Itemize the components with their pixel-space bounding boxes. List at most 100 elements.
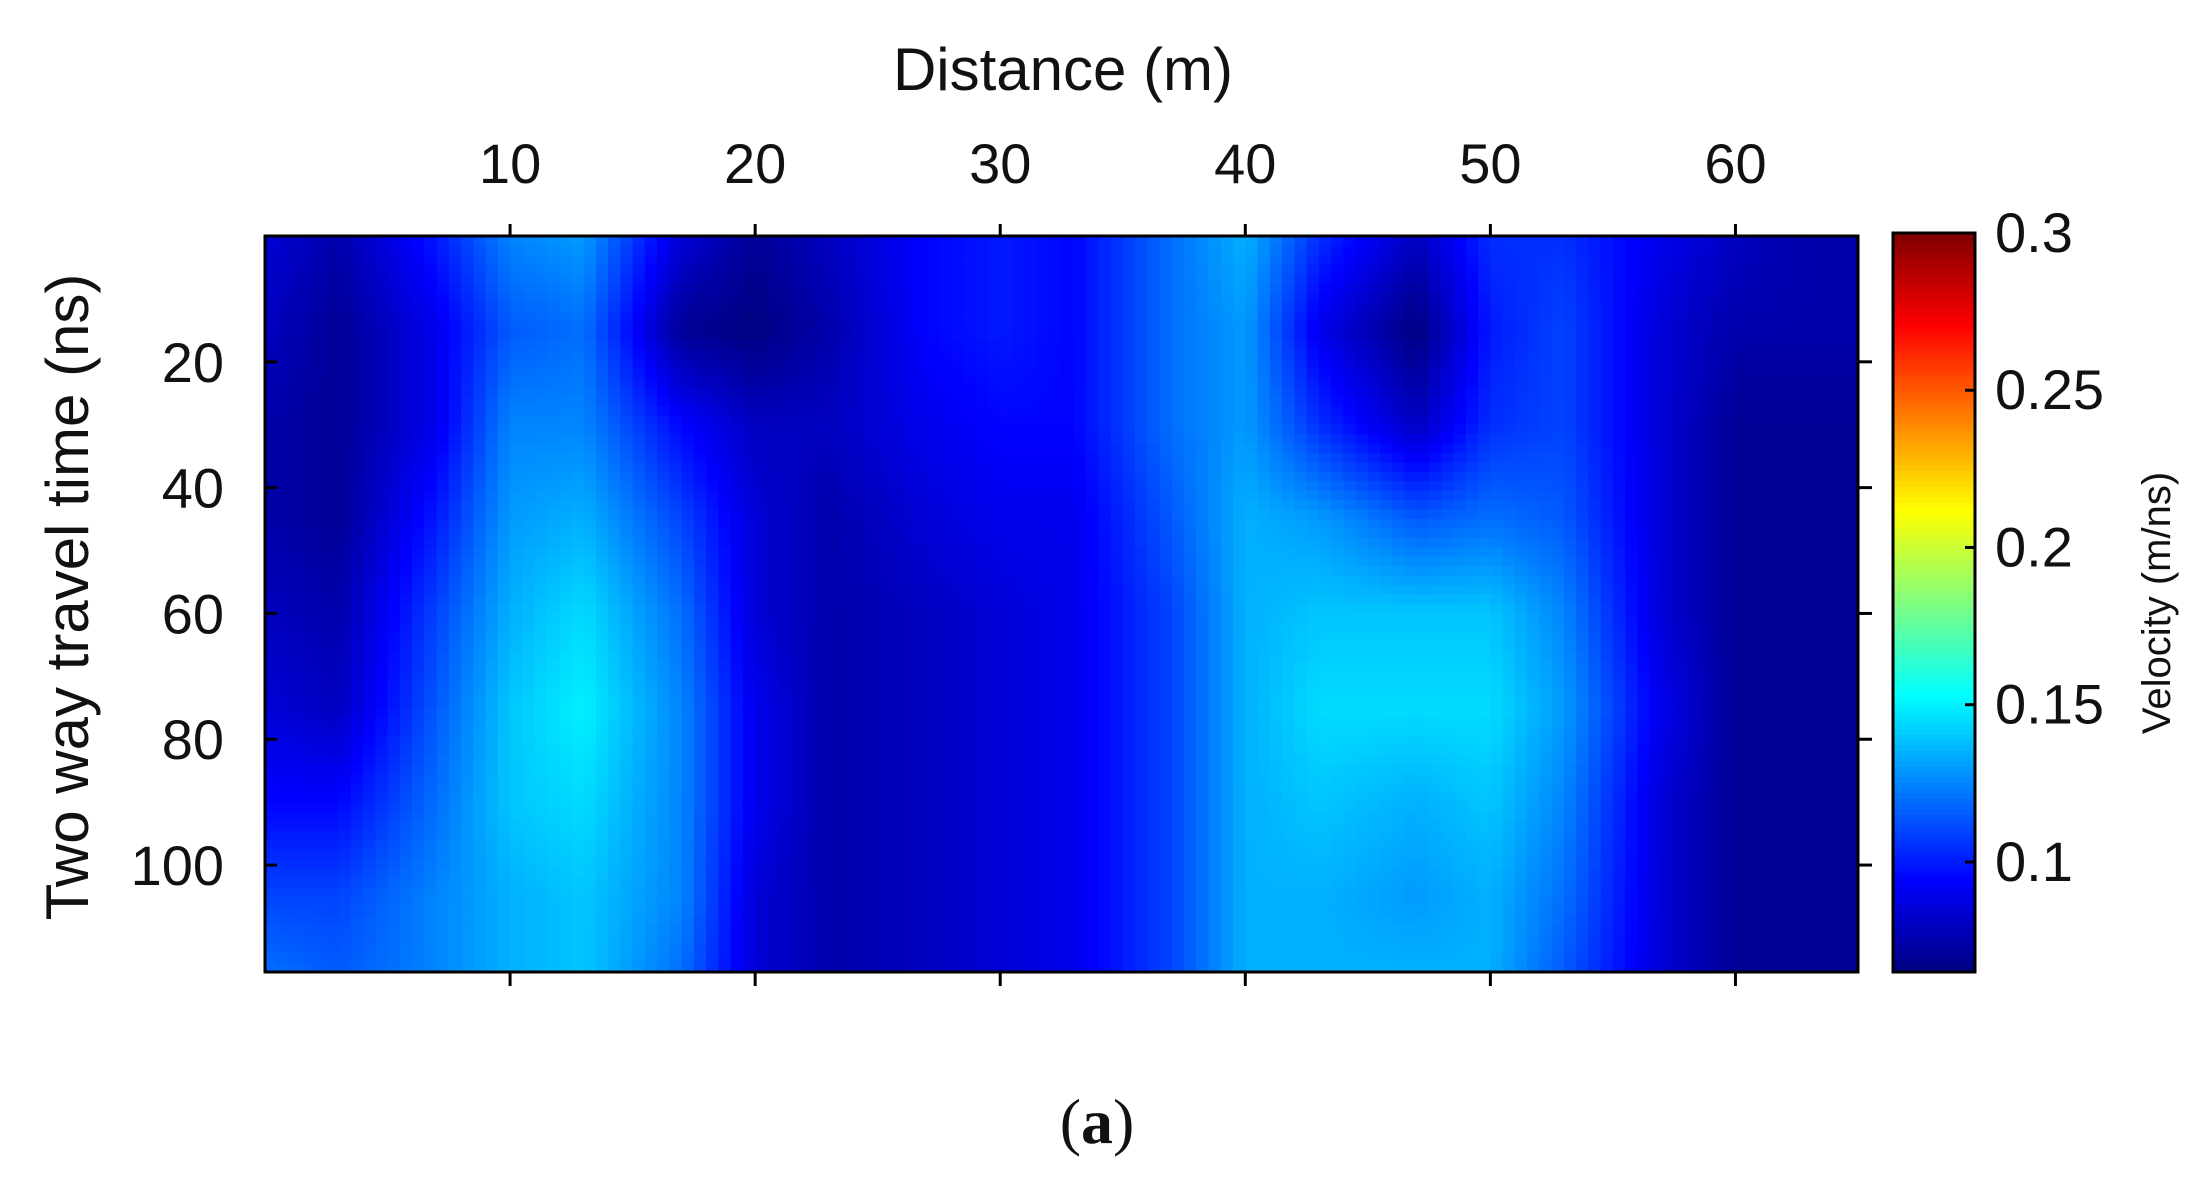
heatmap-cell [644, 405, 658, 416]
heatmap-cell [1551, 453, 1565, 464]
heatmap-cell [546, 349, 560, 360]
heatmap-cell [1355, 386, 1369, 398]
heatmap-cell [779, 547, 793, 558]
x-axis-title: Distance (m) [893, 36, 1233, 103]
heatmap-cell [791, 424, 805, 435]
heatmap-cell [902, 283, 916, 294]
heatmap-cell [461, 292, 474, 303]
heatmap-cell [1245, 462, 1259, 473]
heatmap-cell [1747, 245, 1761, 256]
heatmap-cell [1845, 453, 1859, 464]
heatmap-cell [1821, 490, 1835, 501]
heatmap-cell [1649, 349, 1663, 360]
heatmap-cell [755, 500, 768, 511]
heatmap-cell [1772, 453, 1786, 464]
heatmap-cell [1049, 377, 1063, 388]
heatmap-cell [1245, 236, 1259, 247]
heatmap-cell [632, 537, 646, 548]
heatmap-cell [1184, 405, 1197, 416]
heatmap-cell [1196, 462, 1210, 473]
heatmap-cell [620, 386, 634, 398]
heatmap-cell [1331, 396, 1344, 407]
heatmap-cell [608, 490, 621, 501]
heatmap-cell [1441, 245, 1455, 256]
heatmap-cell [534, 424, 548, 435]
heatmap-cell [1759, 509, 1773, 520]
heatmap-cell [485, 453, 499, 464]
heatmap-cell [975, 462, 989, 473]
heatmap-cell [1257, 330, 1271, 341]
heatmap-cell [1355, 528, 1369, 539]
heatmap-cell [755, 273, 768, 284]
heatmap-cell [375, 528, 389, 539]
heatmap-cell [350, 500, 364, 511]
heatmap-cell [1220, 405, 1234, 416]
heatmap-cell [1135, 575, 1148, 586]
heatmap-cell [412, 339, 425, 350]
heatmap-cell [485, 415, 499, 426]
heatmap-cell [375, 509, 389, 520]
heatmap-cell [1808, 585, 1822, 596]
heatmap-cell [938, 556, 952, 567]
heatmap-cell [742, 236, 756, 247]
heatmap-cell [1588, 386, 1602, 398]
heatmap-cell [1257, 471, 1271, 482]
heatmap-cell [1735, 405, 1749, 416]
heatmap-cell [1808, 462, 1822, 473]
heatmap-cell [828, 311, 842, 322]
heatmap-cell [1380, 368, 1393, 379]
heatmap-cell [804, 320, 818, 331]
heatmap-cell [583, 358, 597, 369]
heatmap-cell [461, 462, 474, 473]
heatmap-cell [828, 585, 842, 596]
heatmap-cell [1808, 453, 1822, 464]
heatmap-cell [1539, 236, 1553, 247]
heatmap-cell [1049, 471, 1063, 482]
heatmap-cell [608, 264, 621, 275]
heatmap-cell [289, 254, 303, 265]
heatmap-cell [1135, 368, 1148, 379]
heatmap-cell [1306, 405, 1320, 416]
heatmap-cell [1429, 443, 1442, 454]
heatmap-cell [840, 358, 854, 369]
heatmap-cell [1245, 358, 1259, 369]
heatmap-cell [1539, 349, 1553, 360]
heatmap-cell [1135, 339, 1148, 350]
heatmap-cell [1233, 490, 1246, 501]
heatmap-cell [1245, 339, 1259, 350]
heatmap-cell [1184, 585, 1197, 596]
heatmap-cell [1625, 396, 1639, 407]
heatmap-cell [889, 415, 903, 426]
heatmap-cell [1784, 349, 1798, 360]
heatmap-cell [277, 245, 291, 256]
heatmap-cell [963, 386, 977, 398]
heatmap-cell [522, 509, 536, 520]
heatmap-cell [742, 339, 756, 350]
heatmap-cell [987, 481, 1001, 492]
heatmap-cell [1845, 481, 1859, 492]
heatmap-cell [1845, 519, 1859, 530]
heatmap-cell [277, 292, 291, 303]
heatmap-cell [510, 443, 523, 454]
heatmap-cell [1036, 330, 1050, 341]
heatmap-cell [1220, 245, 1234, 256]
heatmap-cell [595, 424, 609, 435]
heatmap-cell [436, 490, 450, 501]
heatmap-cell [1441, 386, 1455, 398]
heatmap-cell [1833, 283, 1847, 294]
heatmap-cell [1184, 490, 1197, 501]
heatmap-cell [1098, 566, 1112, 577]
heatmap-cell [1661, 245, 1675, 256]
heatmap-cell [1735, 302, 1749, 313]
heatmap-cell [1747, 537, 1761, 548]
heatmap-cell [1159, 566, 1173, 577]
heatmap-cell [1686, 415, 1700, 426]
heatmap-cell [546, 481, 560, 492]
heatmap-cell [1061, 415, 1075, 426]
heatmap-cell [1233, 547, 1246, 558]
heatmap-cell [1331, 471, 1344, 482]
heatmap-cell [1441, 500, 1455, 511]
heatmap-cell [338, 349, 352, 360]
heatmap-cell [1576, 462, 1590, 473]
heatmap-cell [1233, 358, 1246, 369]
